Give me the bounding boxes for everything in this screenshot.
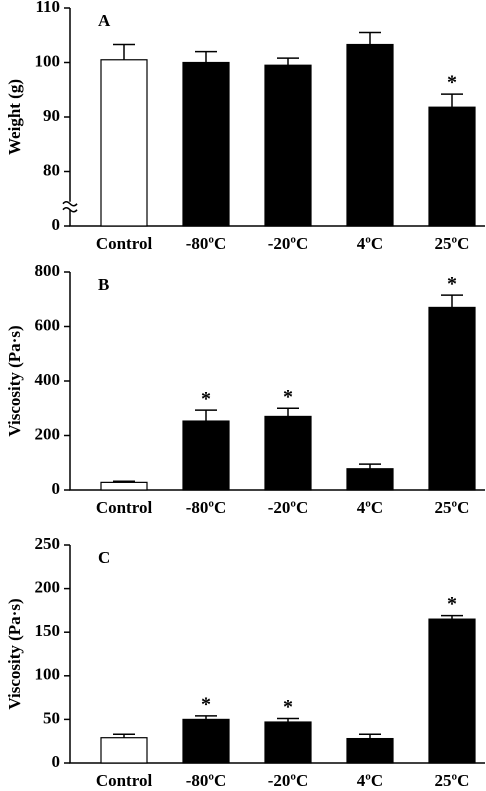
bar [428,306,476,491]
significance-marker: * [283,696,293,718]
x-tick-label: 25ºC [435,498,470,517]
y-tick-label: 50 [43,708,60,727]
x-tick-label: 25ºC [435,234,470,253]
y-axis-label: Viscosity (Pa·s) [5,598,24,709]
significance-marker: * [201,694,211,716]
y-tick-label: 100 [35,51,61,70]
x-tick-label: Control [96,498,153,517]
panel-label: A [98,11,111,30]
bar [346,43,394,227]
panel-label: B [98,275,109,294]
y-tick-label: 80 [43,160,60,179]
bar [100,737,148,764]
bar [346,737,394,764]
significance-marker: * [447,72,457,94]
bar [428,106,476,227]
bar [182,718,230,764]
axis-break-mark [62,201,78,207]
x-tick-label: -80ºC [186,498,227,517]
y-tick-label: 0 [52,752,61,771]
x-tick-label: -80ºC [186,234,227,253]
x-tick-label: 25ºC [435,771,470,790]
bar [182,420,230,491]
x-tick-label: -20ºC [268,498,309,517]
axis-break-mark [62,207,78,213]
y-tick-label: 150 [35,621,61,640]
y-axis-label: Weight (g) [5,79,24,155]
y-tick-label: 800 [35,261,61,280]
y-tick-label: 400 [35,370,61,389]
bar [264,721,312,764]
significance-marker: * [201,388,211,410]
y-tick-label: 0 [52,215,61,234]
x-tick-label: 4ºC [357,771,383,790]
x-tick-label: -20ºC [268,234,309,253]
y-tick-label: 600 [35,315,61,334]
bar [100,481,148,491]
bar [428,618,476,764]
x-tick-label: 4ºC [357,498,383,517]
significance-marker: * [447,273,457,295]
y-tick-label: 200 [35,578,61,597]
bar [264,415,312,491]
y-tick-label: 250 [35,534,61,553]
bar [346,468,394,491]
bar [182,61,230,227]
x-tick-label: Control [96,234,153,253]
y-tick-label: 110 [35,0,60,16]
y-tick-label: 200 [35,424,61,443]
significance-marker: * [447,593,457,615]
significance-marker: * [283,386,293,408]
x-tick-label: Control [96,771,153,790]
x-tick-label: -20ºC [268,771,309,790]
x-tick-label: -80ºC [186,771,227,790]
bar [100,59,148,227]
x-tick-label: 4ºC [357,234,383,253]
y-tick-label: 90 [43,106,60,125]
bar [264,64,312,227]
y-tick-label: 0 [52,479,61,498]
axis-break [64,201,76,210]
y-axis-label: Viscosity (Pa·s) [5,325,24,436]
panel-label: C [98,548,110,567]
y-tick-label: 100 [35,665,61,684]
